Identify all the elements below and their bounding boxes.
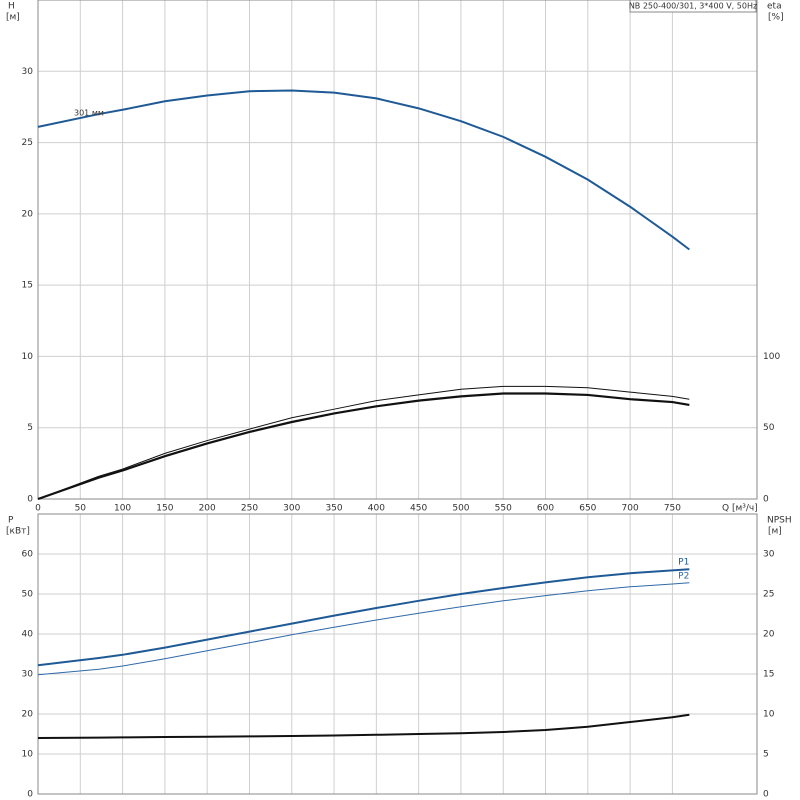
y-tick-label: 20 (22, 209, 34, 219)
y2-tick-label: 0 (763, 790, 769, 800)
x-tick-label: 500 (452, 504, 469, 514)
y-tick-label: 50 (22, 590, 34, 600)
y-tick-label: 25 (22, 138, 33, 148)
x-tick-label: 100 (114, 504, 131, 514)
y-axis-unit: [м] (6, 13, 20, 23)
y-axis-unit: [кВт] (6, 527, 30, 537)
y-tick-label: 20 (22, 710, 34, 720)
x-tick-label: 450 (410, 504, 427, 514)
x-tick-label: 550 (495, 504, 512, 514)
y-tick-label: 40 (22, 630, 34, 640)
curve (37, 89, 690, 251)
x-tick-label: 650 (579, 504, 596, 514)
y-tick-label: 60 (22, 550, 34, 560)
x-tick-label: 50 (75, 504, 87, 514)
y2-axis-unit: [м] (768, 527, 782, 537)
y2-tick-label: 0 (763, 495, 769, 505)
x-tick-label: 600 (537, 504, 554, 514)
y-axis-label: H (8, 2, 15, 12)
y2-tick-label: 15 (763, 670, 774, 680)
y2-tick-label: 20 (763, 630, 775, 640)
curve-label: P2 (678, 571, 689, 581)
y2-axis-unit: [%] (768, 13, 784, 23)
curve (37, 713, 690, 739)
y2-axis-label: eta (767, 2, 782, 12)
y-tick-label: 30 (22, 67, 34, 77)
x-tick-label: 700 (622, 504, 639, 514)
y2-tick-label: 100 (763, 352, 780, 362)
y-tick-label: 0 (27, 495, 33, 505)
x-tick-label: 300 (283, 504, 300, 514)
y2-tick-label: 30 (763, 550, 775, 560)
x-tick-label: 750 (664, 504, 681, 514)
y-tick-label: 0 (27, 790, 33, 800)
curve (37, 582, 690, 676)
curve (37, 568, 690, 667)
x-axis-label: Q [м³/ч] (722, 504, 758, 514)
y-axis-label: P (8, 516, 14, 526)
y2-tick-label: 10 (763, 710, 775, 720)
x-tick-label: 200 (199, 504, 216, 514)
x-tick-label: 150 (156, 504, 173, 514)
x-tick-label: 250 (241, 504, 258, 514)
plot-frame (37, 513, 758, 795)
y-tick-label: 10 (22, 352, 34, 362)
y-tick-label: 5 (27, 423, 33, 433)
y2-tick-label: 25 (763, 590, 774, 600)
x-tick-label: 400 (368, 504, 385, 514)
curve (37, 392, 690, 501)
x-tick-label: 0 (35, 504, 41, 514)
chart-title: NB 250-400/301, 3*400 V, 50Hz (629, 2, 757, 11)
curve-label: 301 мм (74, 109, 104, 118)
y2-tick-label: 5 (763, 750, 769, 760)
y2-axis-label: NPSH (767, 516, 792, 526)
plot-frame (37, 0, 758, 500)
y2-tick-label: 50 (763, 423, 775, 433)
y-tick-label: 10 (22, 750, 34, 760)
y-tick-label: 15 (22, 281, 33, 291)
title-box (629, 0, 757, 13)
y-tick-label: 30 (22, 670, 34, 680)
x-tick-label: 350 (325, 504, 342, 514)
curve (37, 385, 690, 500)
curve-label: P1 (678, 558, 689, 568)
